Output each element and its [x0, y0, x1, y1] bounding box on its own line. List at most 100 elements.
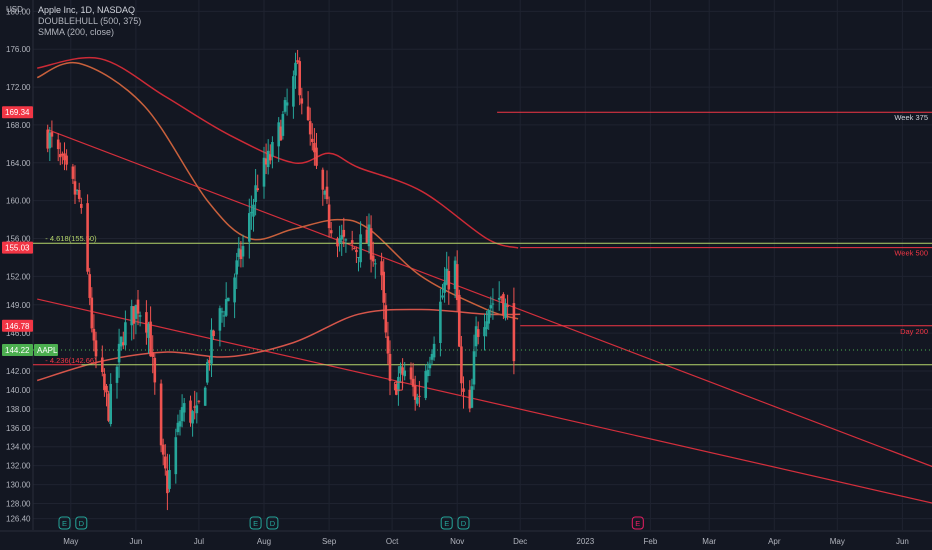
candle-body [380, 261, 383, 276]
candle-body [300, 98, 304, 104]
candle-body [315, 147, 318, 166]
candle-body [460, 346, 463, 384]
candle-body [384, 305, 388, 333]
trendline [37, 298, 932, 504]
candle-body [327, 204, 331, 229]
candle-body [94, 340, 98, 357]
event-marker-letter: D [461, 519, 467, 528]
candle-body [212, 330, 215, 337]
candle-body [178, 421, 182, 427]
candle-body [357, 257, 360, 259]
candle-body [227, 297, 230, 302]
candle-body [203, 387, 207, 406]
candle-body [445, 268, 448, 285]
x-tick-label: Sep [322, 537, 337, 546]
candle-body [195, 405, 199, 414]
candle-body [455, 264, 459, 301]
candle-body [292, 76, 295, 107]
y-tick-label: 176.00 [6, 45, 31, 54]
candle-body [174, 437, 178, 475]
candle-body [241, 246, 245, 257]
candle-body [73, 181, 77, 195]
candle-body [447, 270, 451, 290]
indicator-doublehull-label[interactable]: DOUBLEHULL (500, 375) [38, 16, 142, 26]
candle-body [224, 299, 228, 316]
event-marker-letter: D [79, 519, 85, 528]
candle-body [395, 384, 398, 395]
candle-body [430, 353, 434, 360]
candle-body [382, 271, 385, 303]
x-tick-label: 2023 [576, 537, 594, 546]
candle-body [502, 294, 505, 315]
candle-body [321, 169, 325, 190]
indicator-smma-label[interactable]: SMMA (200, close) [38, 27, 115, 37]
x-tick-label: Mar [702, 537, 716, 546]
indicator-line [36, 308, 521, 382]
candle-body [453, 260, 457, 289]
candle-body [409, 367, 413, 380]
candle-body [371, 255, 375, 262]
candle-body [472, 351, 476, 385]
candle-body [65, 155, 68, 165]
event-marker-letter: E [635, 519, 640, 528]
candle-body [497, 297, 501, 300]
candle-body [374, 263, 377, 265]
event-marker-letter: E [444, 519, 449, 528]
currency-label: USD [6, 5, 23, 14]
candle-body [432, 343, 436, 358]
candle-body [235, 260, 238, 275]
candle-body [468, 389, 472, 409]
level-label: Day 200 [900, 327, 928, 336]
y-tick-label: 140.00 [6, 386, 31, 395]
candle-body [397, 376, 400, 392]
y-tick-label: 128.00 [6, 500, 31, 509]
price-badge [2, 106, 33, 119]
candle-body [416, 397, 419, 404]
candle-body [439, 301, 442, 344]
candle-body [122, 342, 125, 346]
candle-body [279, 126, 283, 141]
candle-body [117, 343, 121, 363]
candle-body [222, 315, 226, 317]
candle-body [218, 308, 222, 331]
candle-body [147, 323, 150, 338]
candle-body [166, 470, 169, 494]
fib-level-label: - 4.618(155.50) [45, 234, 97, 243]
candle-body [233, 277, 236, 303]
x-tick-label: Jun [129, 537, 142, 546]
candle-body [115, 366, 119, 383]
candle-body [489, 305, 493, 309]
candle-body [252, 204, 255, 217]
candle-body [107, 393, 110, 421]
symbol-title[interactable]: Apple Inc, 1D, NASDAQ [38, 5, 136, 15]
candle-body [124, 322, 127, 346]
candle-body [109, 383, 112, 425]
candle-body [325, 186, 329, 200]
split-marker-icon [393, 381, 403, 391]
candle-body [77, 189, 81, 199]
earnings-marker-icon [249, 516, 262, 530]
event-marker-letter: E [253, 519, 258, 528]
candle-body [401, 367, 404, 375]
price-badge [2, 343, 33, 356]
fib-level-label: - 4.236(142.66) [45, 356, 97, 365]
candle-body [248, 213, 251, 242]
y-tick-label: 149.00 [6, 301, 31, 310]
candle-body [88, 274, 91, 298]
earnings-marker-icon [631, 516, 644, 530]
candle-body [269, 154, 272, 161]
candle-body [483, 327, 486, 337]
candle-body [180, 407, 184, 422]
x-tick-label: Oct [386, 537, 399, 546]
candle-body [159, 383, 163, 446]
candle-body [71, 166, 75, 179]
indicator-line [36, 61, 519, 320]
candle-body [149, 321, 152, 357]
y-tick-label: 126.40 [6, 515, 31, 524]
x-tick-label: Dec [513, 537, 527, 546]
candle-body [130, 306, 133, 326]
candle-body [428, 363, 432, 369]
candle-body [153, 357, 157, 383]
y-tick-label: 130.00 [6, 481, 31, 490]
